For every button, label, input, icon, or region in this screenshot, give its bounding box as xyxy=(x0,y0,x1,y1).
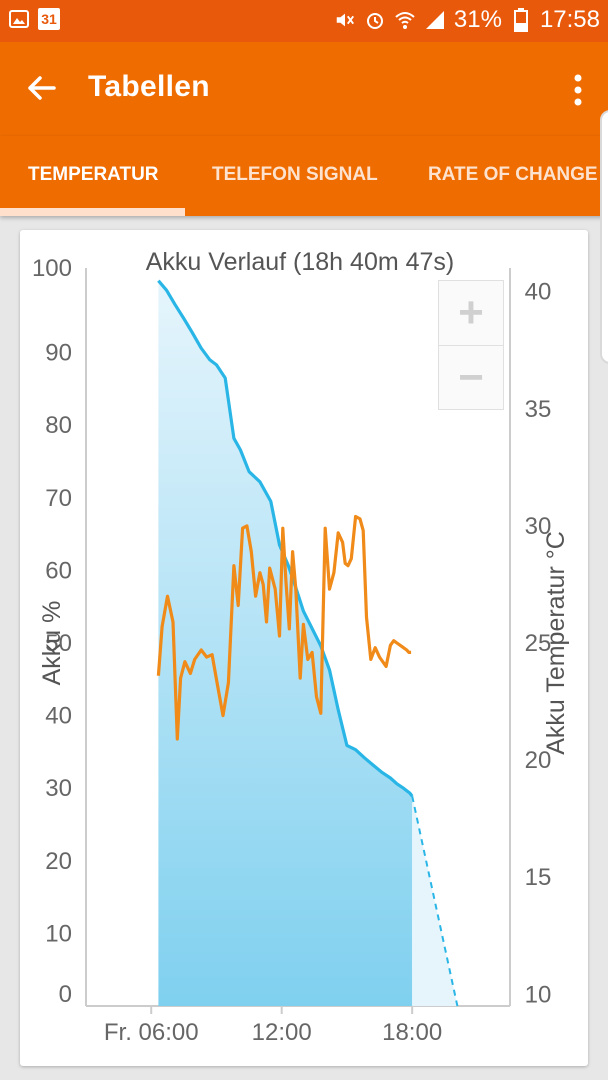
zoom-out-button[interactable]: − xyxy=(458,353,484,402)
y2-tick-label: 20 xyxy=(525,747,552,774)
y-tick-label: 40 xyxy=(45,703,72,730)
battery-forecast-line xyxy=(411,795,459,1007)
app-bar: Tabellen xyxy=(0,42,608,136)
temperature-line xyxy=(156,514,412,741)
calendar-icon: 31 xyxy=(38,8,60,30)
tab-rate-of-change[interactable]: RATE OF CHANGE xyxy=(428,164,598,185)
y-tick-label: 20 xyxy=(45,848,72,875)
y-tick-label: 80 xyxy=(45,412,72,439)
y-tick-label: 10 xyxy=(45,920,72,947)
y-tick-label: 60 xyxy=(45,557,72,584)
overflow-menu-icon[interactable] xyxy=(572,72,584,108)
zoom-controls: + − xyxy=(438,280,504,410)
tab-telefon-signal[interactable]: TELEFON SIGNAL xyxy=(212,164,378,185)
battery-forecast-fill xyxy=(412,796,458,1006)
tab-temperatur[interactable]: TEMPERATUR xyxy=(28,164,159,185)
battery-area-fill xyxy=(158,280,413,1006)
clock: 17:58 xyxy=(539,6,600,33)
x-tick-label: Fr. 06:00 xyxy=(104,1019,199,1046)
y2-tick-label: 35 xyxy=(525,396,552,423)
wifi-icon xyxy=(394,9,416,31)
alarm-icon xyxy=(364,9,386,31)
y-tick-label: 0 xyxy=(59,981,72,1008)
tab-indicator xyxy=(0,208,185,216)
y-tick-label: 90 xyxy=(45,340,72,367)
signal-icon xyxy=(424,9,446,31)
back-arrow-icon[interactable] xyxy=(22,68,62,108)
y-tick-label: 100 xyxy=(32,255,72,282)
page-title: Tabellen xyxy=(88,70,210,103)
y2-tick-label: 10 xyxy=(525,981,552,1008)
y2-tick-label: 15 xyxy=(525,864,552,891)
y2-tick-label: 25 xyxy=(525,630,552,657)
battery-icon xyxy=(510,8,532,32)
status-bar: 31 31% 17:58 xyxy=(0,0,608,42)
y-tick-label: 50 xyxy=(45,630,72,657)
y2-tick-label: 30 xyxy=(525,513,552,540)
y-tick-label: 70 xyxy=(45,485,72,512)
y-tick-label: 30 xyxy=(45,775,72,802)
tab-bar: TEMPERATUR TELEFON SIGNAL RATE OF CHANGE xyxy=(0,136,608,216)
y2-axis-label: Akku Temperatur °C xyxy=(542,531,570,755)
battery-percent: 31% xyxy=(453,6,502,33)
x-tick-label: 12:00 xyxy=(252,1019,312,1046)
y2-tick-label: 40 xyxy=(525,279,552,306)
mute-icon xyxy=(334,9,356,31)
zoom-in-button[interactable]: + xyxy=(439,281,503,346)
y-axis-label: Akku % xyxy=(38,601,66,686)
x-tick-label: 18:00 xyxy=(382,1019,442,1046)
chart-title: Akku Verlauf (18h 40m 47s) xyxy=(146,248,455,276)
gallery-icon xyxy=(8,8,30,30)
